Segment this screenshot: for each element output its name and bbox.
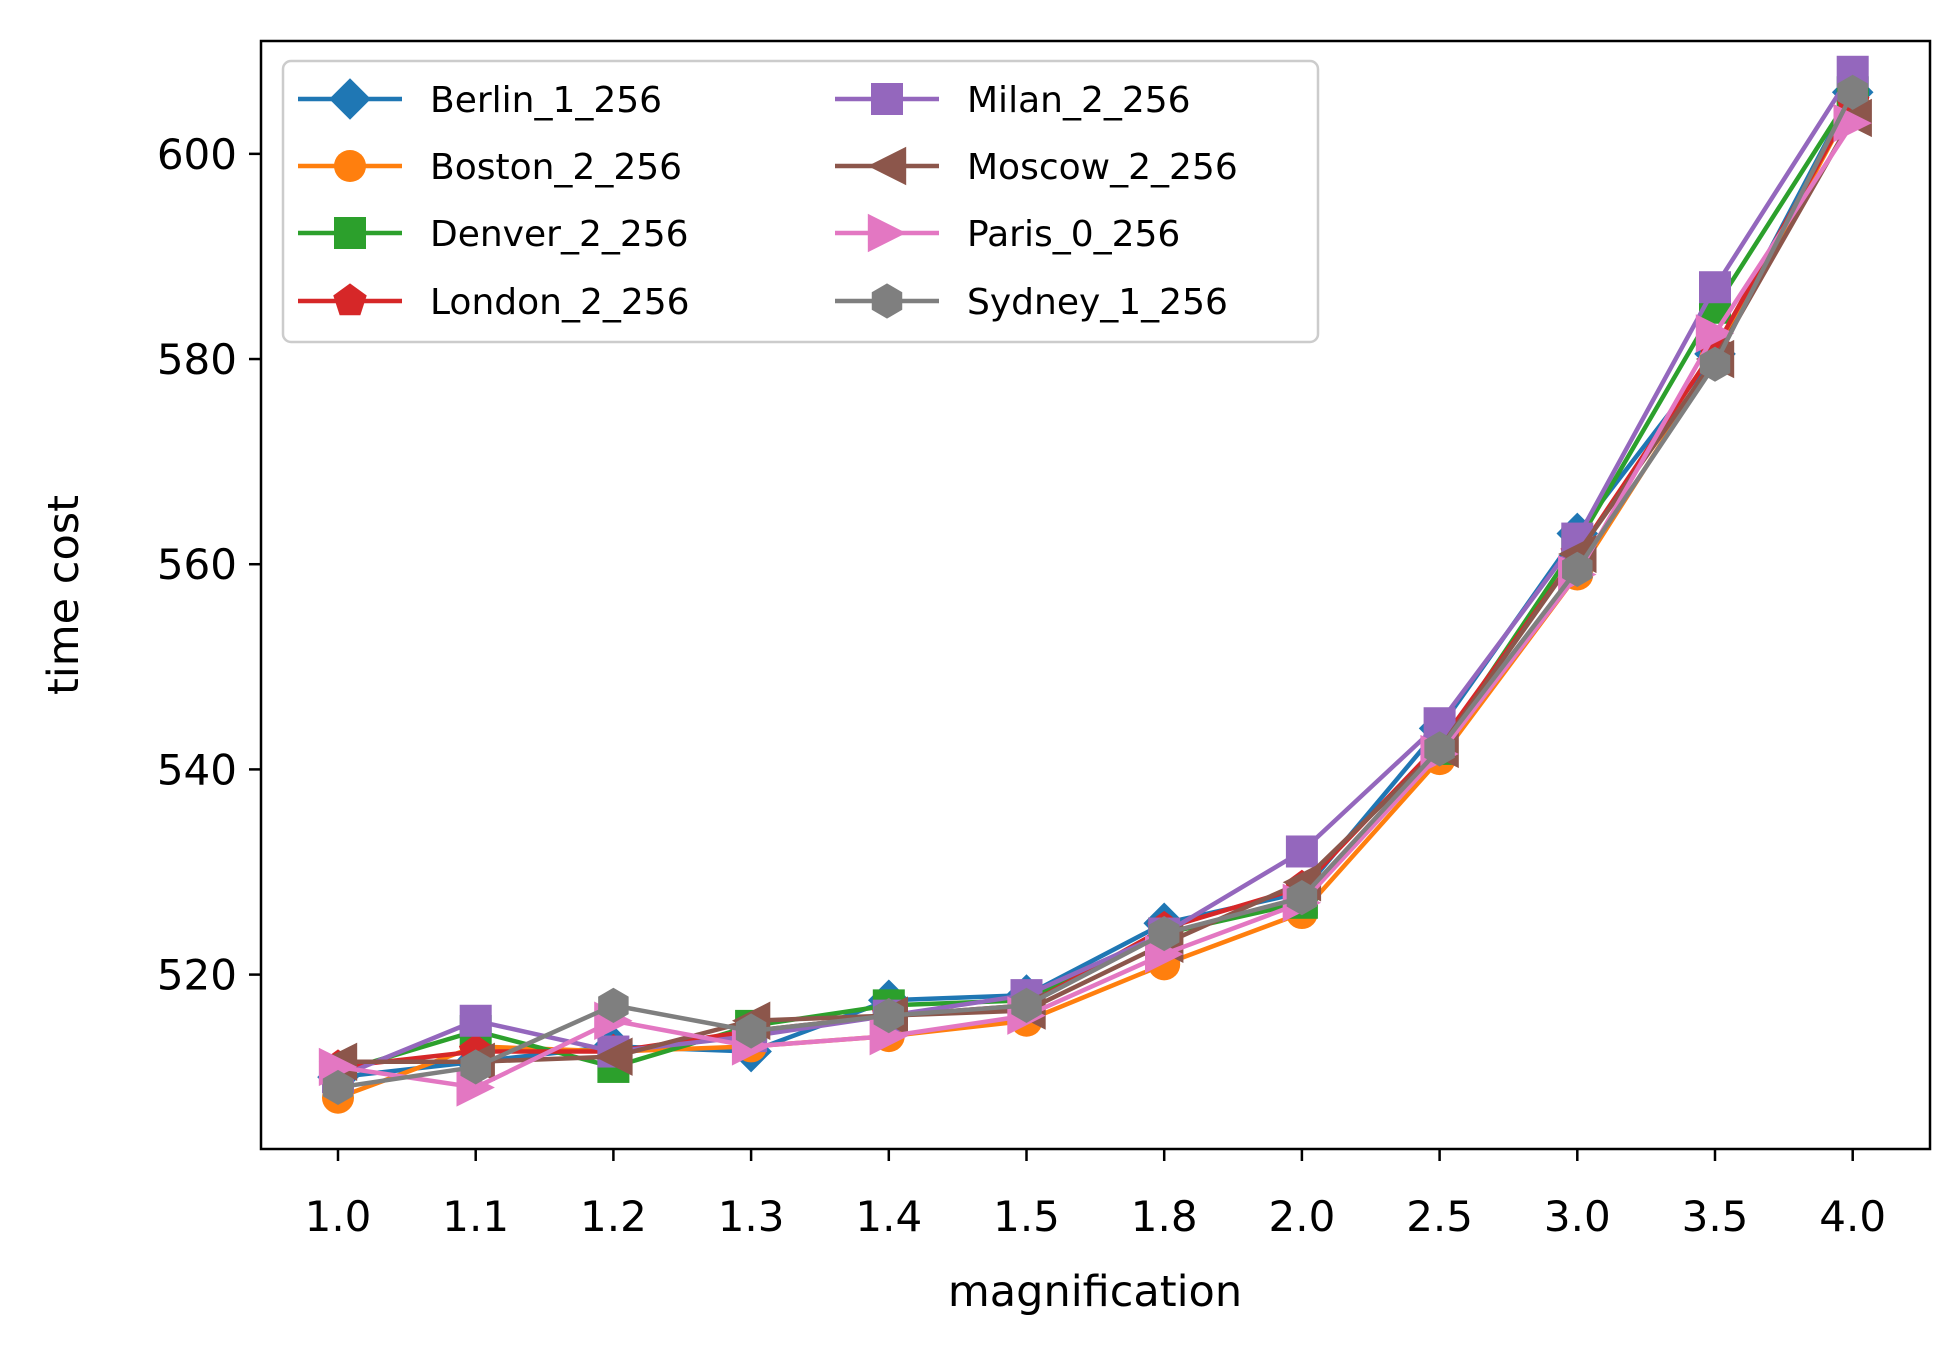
- legend: Berlin_1_256 Boston_2_256 Denver_2_256 Lond…: [281, 59, 1320, 344]
- y-axis-ticks: 520 540 560 580 600: [157, 130, 261, 1000]
- y-axis-title: time cost: [39, 495, 89, 695]
- data-point: [1424, 731, 1455, 767]
- x-tick-label: 2.0: [1269, 1192, 1336, 1241]
- data-point: [1562, 551, 1593, 587]
- legend-entry: Paris_0_256: [835, 213, 1180, 255]
- legend-marker: [333, 283, 367, 316]
- data-point: [1011, 987, 1042, 1023]
- series-line: [338, 116, 1855, 1065]
- plot-frame: [259, 39, 1932, 1151]
- x-tick-label: 1.0: [305, 1192, 372, 1241]
- y-tick-label: 600: [157, 130, 237, 179]
- legend-marker: [871, 283, 903, 319]
- data-point: [1285, 835, 1318, 868]
- legend-marker: [871, 83, 903, 115]
- legend-label: Denver_2_256: [430, 214, 689, 255]
- legend-marker: [334, 217, 366, 249]
- x-tick-label: 1.8: [1131, 1192, 1198, 1241]
- y-tick-label: 560: [157, 540, 237, 589]
- legend-marker: [334, 150, 366, 182]
- x-tick-label: 1.2: [580, 1192, 647, 1241]
- data-point: [594, 1037, 633, 1076]
- series-Sydney_1_256: [322, 74, 1868, 1106]
- series-line: [337, 70, 1855, 1080]
- legend-label: Paris_0_256: [967, 214, 1180, 255]
- x-tick-label: 4.0: [1819, 1192, 1886, 1241]
- legend-label: Sydney_1_256: [967, 282, 1228, 323]
- data-point: [873, 998, 905, 1034]
- legend-marker: [329, 78, 371, 120]
- series-line: [337, 91, 1855, 1090]
- data-point: [459, 1004, 492, 1037]
- legend-entry: London_2_256: [298, 282, 690, 323]
- series-layer: [317, 55, 1874, 1114]
- x-axis-title: magnification: [948, 1267, 1242, 1317]
- legend-entry: Sydney_1_256: [835, 282, 1228, 323]
- legend-label: Boston_2_256: [430, 147, 682, 188]
- legend-box: [281, 59, 1320, 344]
- data-point: [1699, 346, 1731, 382]
- legend-entry: Moscow_2_256: [835, 146, 1238, 188]
- data-point: [1148, 915, 1180, 952]
- data-point: [1837, 74, 1868, 110]
- data-point: [1699, 271, 1731, 304]
- legend-marker: [867, 146, 907, 186]
- x-tick-label: 3.0: [1544, 1192, 1611, 1241]
- data-point: [322, 1069, 354, 1106]
- data-point: [598, 987, 629, 1023]
- y-tick-label: 580: [157, 335, 237, 384]
- legend-entry: Berlin_1_256: [298, 78, 662, 121]
- data-point: [1695, 314, 1735, 353]
- x-tick-label: 1.5: [993, 1192, 1060, 1241]
- legend-marker: [867, 213, 907, 253]
- legend-entry: Milan_2_256: [835, 80, 1191, 121]
- legend-label: Milan_2_256: [967, 80, 1191, 121]
- y-tick-label: 540: [157, 745, 237, 794]
- data-point: [1286, 880, 1318, 916]
- legend-label: Berlin_1_256: [430, 80, 662, 121]
- legend-entry: Denver_2_256: [298, 214, 689, 255]
- legend-entry: Boston_2_256: [298, 147, 682, 188]
- x-tick-label: 3.5: [1682, 1192, 1749, 1241]
- x-tick-label: 1.4: [855, 1192, 922, 1241]
- x-tick-label: 2.5: [1406, 1192, 1473, 1241]
- x-axis-ticks: 1.0 1.1 1.2 1.3 1.4 1.5 1.8 2.0 2.5 3.0 3.5 4.0: [305, 1149, 1886, 1241]
- legend-label: Moscow_2_256: [967, 147, 1238, 188]
- x-tick-label: 1.1: [442, 1192, 509, 1241]
- data-point: [460, 1049, 491, 1085]
- x-tick-label: 1.3: [718, 1192, 785, 1241]
- data-point: [735, 1013, 767, 1049]
- legend-label: London_2_256: [430, 282, 690, 323]
- y-tick-label: 520: [157, 951, 237, 1000]
